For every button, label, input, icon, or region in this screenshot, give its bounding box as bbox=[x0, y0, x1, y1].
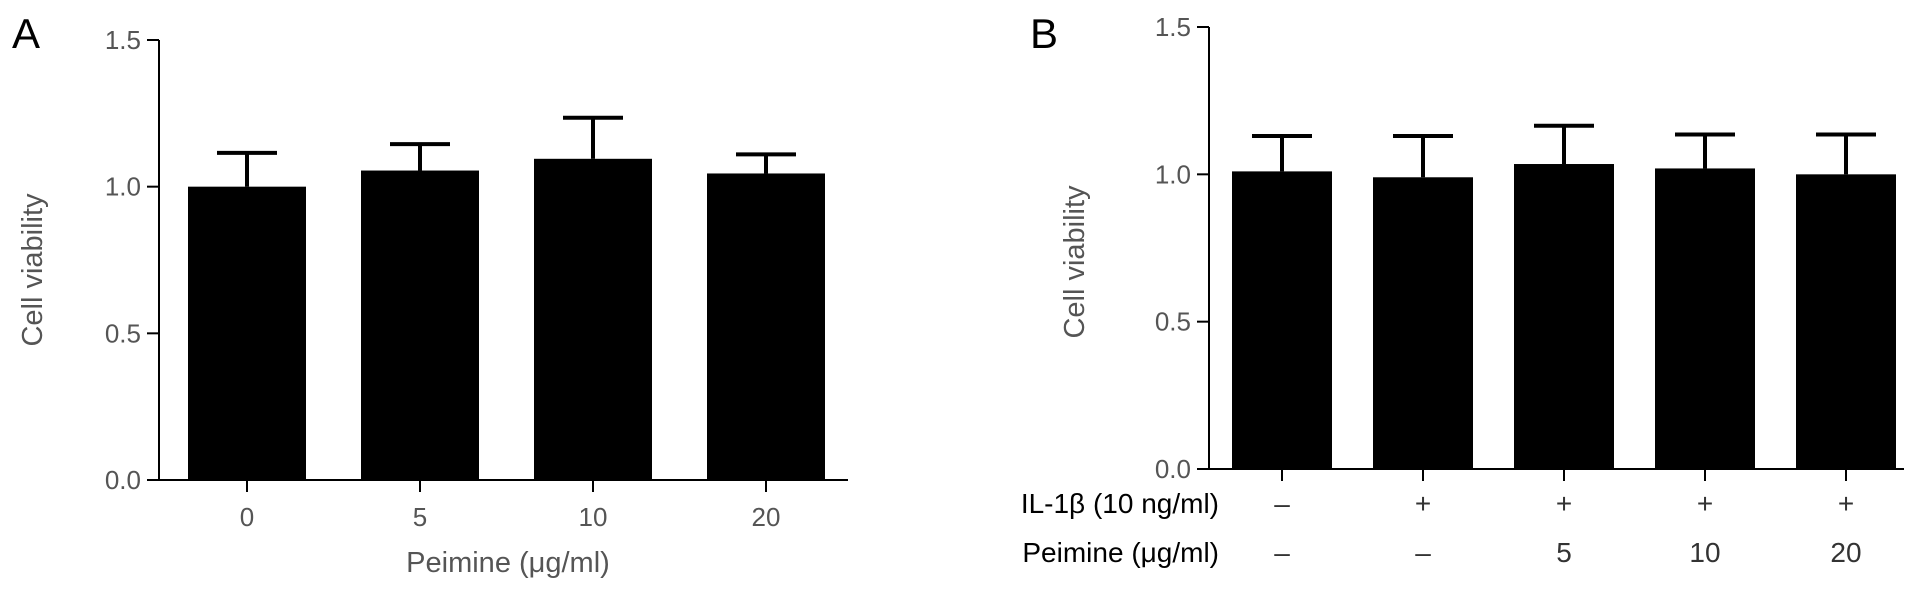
panel-a-y-axis: 0.0 0.5 1.0 1.5 bbox=[105, 25, 160, 495]
condition-cell: + bbox=[1415, 488, 1431, 519]
condition-cell: – bbox=[1274, 537, 1290, 568]
y-tick-label: 1.5 bbox=[105, 25, 141, 55]
bar bbox=[361, 170, 479, 481]
bar bbox=[707, 173, 825, 480]
y-tick-label: 1.5 bbox=[1155, 12, 1191, 42]
condition-cell: 20 bbox=[1830, 537, 1861, 568]
condition-cell: 10 bbox=[1689, 537, 1720, 568]
y-tick-label: 0.5 bbox=[1155, 307, 1191, 337]
x-tick-label: 10 bbox=[579, 502, 608, 532]
y-tick-label: 0.5 bbox=[105, 318, 141, 348]
panel-b-bars bbox=[1232, 123, 1896, 470]
y-tick-label: 1.0 bbox=[105, 172, 141, 202]
panel-b-ylabel: Cell viability bbox=[1059, 185, 1091, 339]
panel-a-bars bbox=[188, 115, 825, 481]
bar bbox=[1232, 171, 1332, 470]
bar bbox=[1514, 164, 1614, 469]
bar bbox=[1373, 177, 1473, 469]
panel-b-condition-table: IL-1β (10 ng/ml) – + + + + Peimine (μg/ml) – – 5 1… bbox=[1021, 488, 1862, 568]
panel-a-chart: A Cell viability Peimine (μg/ml) 0.0 0.5 1… bbox=[12, 10, 848, 579]
panel-a-letter: A bbox=[12, 10, 40, 57]
condition-cell: + bbox=[1697, 488, 1713, 519]
x-tick-label: 0 bbox=[240, 502, 254, 532]
panel-b-letter: B bbox=[1030, 10, 1058, 57]
y-tick-label: 0.0 bbox=[105, 465, 141, 495]
condition-row-label: IL-1β (10 ng/ml) bbox=[1021, 488, 1219, 519]
panel-a-xlabel: Peimine (μg/ml) bbox=[406, 547, 610, 579]
panel-b-x-axis bbox=[1209, 468, 1904, 481]
x-tick-label: 5 bbox=[413, 502, 427, 532]
bar bbox=[1796, 174, 1896, 470]
panel-a-x-axis: 0 5 10 20 bbox=[159, 479, 848, 532]
bar bbox=[534, 158, 652, 481]
panel-b-y-axis: 0.0 0.5 1.0 1.5 bbox=[1155, 12, 1210, 484]
y-tick-label: 0.0 bbox=[1155, 454, 1191, 484]
x-tick-label: 20 bbox=[752, 502, 781, 532]
condition-cell: 5 bbox=[1556, 537, 1572, 568]
condition-cell: + bbox=[1838, 488, 1854, 519]
condition-row-label: Peimine (μg/ml) bbox=[1022, 537, 1219, 568]
panel-b-chart: B Cell viability 0.0 0.5 1.0 1.5 IL-1β (10 … bbox=[1021, 10, 1904, 568]
bar bbox=[1655, 168, 1755, 469]
panel-a-ylabel: Cell viability bbox=[17, 193, 49, 347]
condition-cell: – bbox=[1415, 537, 1431, 568]
bar bbox=[188, 186, 306, 480]
y-tick-label: 1.0 bbox=[1155, 159, 1191, 189]
condition-cell: + bbox=[1556, 488, 1572, 519]
condition-cell: – bbox=[1274, 488, 1290, 519]
